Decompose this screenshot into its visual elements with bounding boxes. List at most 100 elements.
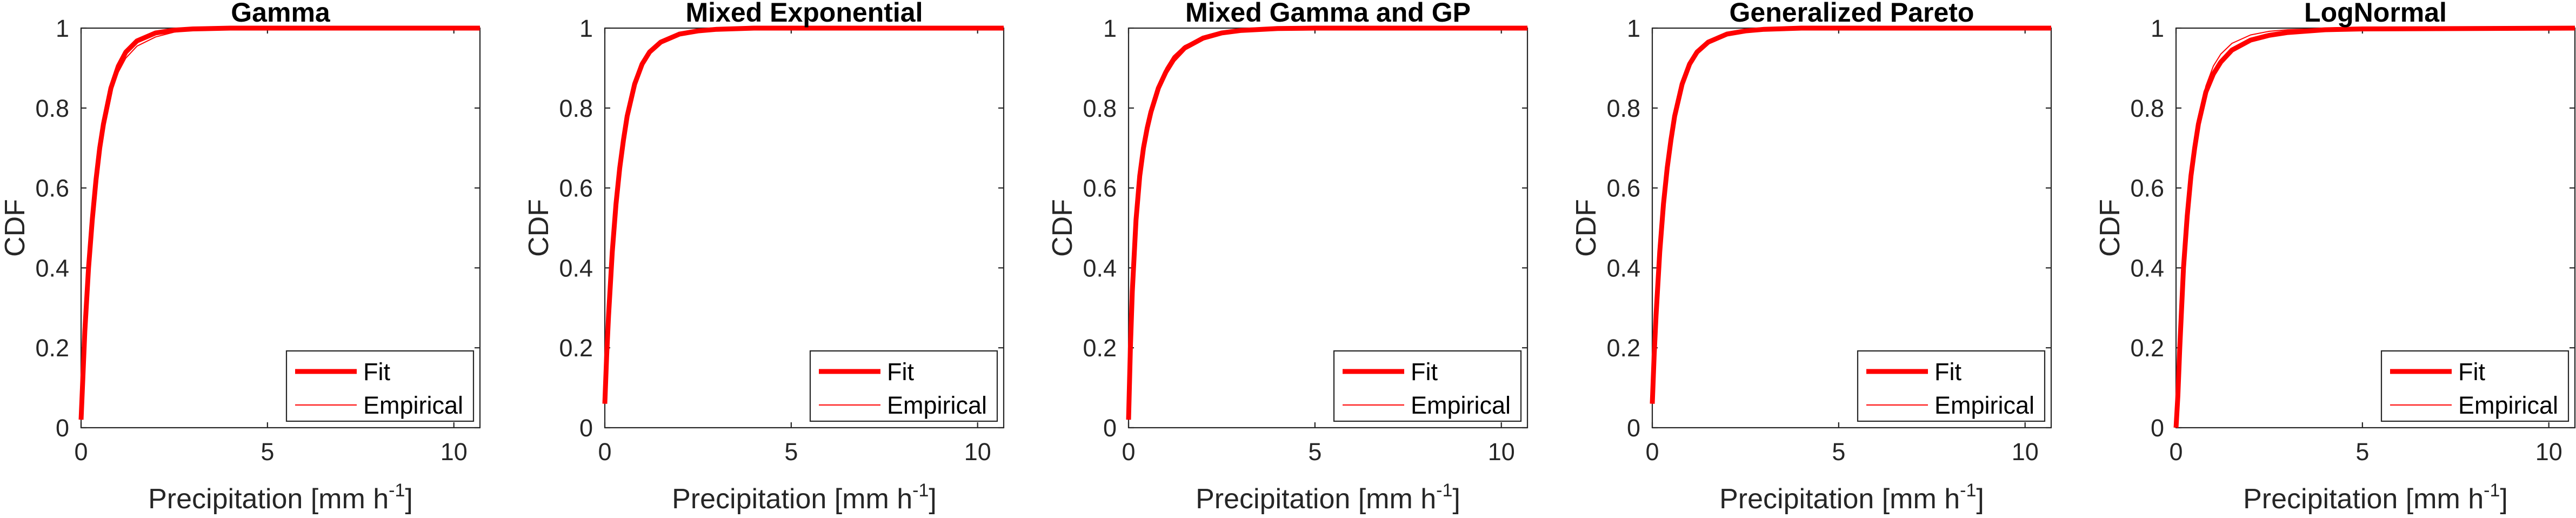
chart-panel-0: 00.20.40.60.810 5 10GammaCDFPrecipitation … — [0, 0, 481, 515]
y-tick-label: 0.6 — [1083, 175, 1117, 202]
y-tick-label: 0 — [56, 414, 69, 442]
chart-title: Mixed Gamma and GP — [1185, 0, 1471, 28]
y-tick-label: 0.8 — [559, 95, 593, 122]
series-line-fit — [78, 25, 480, 420]
chart-title: Generalized Pareto — [1730, 0, 1974, 28]
x-axis-label: Precipitation [mm h-1] — [148, 480, 413, 515]
x-tick-label: 10 — [2012, 438, 2039, 466]
y-tick-label: 0 — [1103, 414, 1117, 442]
y-tick-label: 0.2 — [1606, 334, 1640, 362]
y-tick-label: 0.6 — [1606, 175, 1640, 202]
y-axis-label: CDF — [1571, 199, 1602, 257]
x-axis-label-end: ] — [405, 483, 412, 515]
series-line-fit — [2173, 25, 2575, 428]
legend-label-fit: Fit — [2458, 358, 2485, 386]
x-tick-label: 5 — [1308, 438, 1322, 466]
chart-title: Mixed Exponential — [686, 0, 923, 28]
legend-label-fit: Fit — [363, 358, 390, 386]
x-axis-label-main: Precipitation [mm h — [148, 483, 389, 515]
y-tick-label: 0.6 — [2130, 175, 2164, 202]
y-tick-label: 0.4 — [559, 254, 593, 282]
x-tick-label: 5 — [261, 438, 274, 466]
x-axis-label-main: Precipitation [mm h — [1719, 483, 1960, 515]
chart-title: Gamma — [231, 0, 331, 28]
legend-label-empirical: Empirical — [1934, 391, 2034, 419]
series-line-empirical — [604, 28, 1004, 404]
x-axis-label-end: ] — [1452, 483, 1460, 515]
y-axis-label: CDF — [2094, 199, 2126, 257]
x-tick-label: 5 — [784, 438, 798, 466]
x-axis-label-end: ] — [929, 483, 936, 515]
x-tick-label: 0 — [2169, 438, 2183, 466]
y-tick-label: 0.8 — [1606, 95, 1640, 122]
series-line-empirical — [81, 28, 480, 408]
y-tick-label: 0 — [579, 414, 593, 442]
legend-box — [285, 350, 475, 422]
x-tick-label: 0 — [1122, 438, 1135, 466]
legend-label-empirical: Empirical — [363, 391, 463, 419]
x-tick-label: 5 — [2355, 438, 2369, 466]
y-tick-label: 1 — [1627, 15, 1640, 42]
legend: Fit Empirical — [1333, 350, 1522, 422]
legend-box — [809, 350, 998, 422]
y-axis-label: CDF — [523, 199, 555, 257]
x-axis-label-sup: -1 — [2484, 480, 2500, 501]
x-axis-label-sup: -1 — [389, 480, 405, 501]
x-axis-label: Precipitation [mm h-1] — [1196, 480, 1460, 515]
y-tick-label: 0.4 — [35, 254, 69, 282]
y-tick-label: 1 — [579, 15, 593, 42]
series-line-fit — [602, 25, 1004, 404]
x-axis-label: Precipitation [mm h-1] — [1719, 480, 1984, 515]
legend-box — [2380, 350, 2570, 422]
y-tick-label: 1 — [2151, 15, 2164, 42]
x-axis-label: Precipitation [mm h-1] — [2243, 480, 2508, 515]
x-tick-label: 0 — [598, 438, 611, 466]
y-tick-label: 0.8 — [1083, 95, 1117, 122]
y-tick-label: 0.6 — [35, 175, 69, 202]
y-tick-label: 0.4 — [1606, 254, 1640, 282]
x-tick-label: 0 — [74, 438, 88, 466]
y-tick-label: 0.8 — [2130, 95, 2164, 122]
x-tick-label: 10 — [964, 438, 991, 466]
chart-title: LogNormal — [2304, 0, 2447, 28]
x-axis-label-main: Precipitation [mm h — [1196, 483, 1436, 515]
y-axis-label: CDF — [1047, 199, 1078, 257]
y-tick-label: 0 — [2151, 414, 2164, 442]
series-line-fit — [1650, 25, 2051, 404]
y-tick-label: 0.2 — [35, 334, 69, 362]
y-tick-label: 1 — [56, 15, 69, 42]
y-tick-label: 0.6 — [559, 175, 593, 202]
legend-label-fit: Fit — [887, 358, 914, 386]
series-line-empirical — [1652, 28, 2051, 404]
legend-label-fit: Fit — [1411, 358, 1438, 386]
x-axis-label-end: ] — [1976, 483, 1984, 515]
x-tick-label: 0 — [1645, 438, 1659, 466]
x-axis-label-main: Precipitation [mm h — [2243, 483, 2484, 515]
x-axis-label-end: ] — [2500, 483, 2507, 515]
legend-label-fit: Fit — [1934, 358, 1961, 386]
legend: Fit Empirical — [2380, 350, 2570, 422]
y-tick-label: 0.4 — [1083, 254, 1117, 282]
legend-label-empirical: Empirical — [1411, 391, 1511, 419]
legend: Fit Empirical — [1857, 350, 2046, 422]
legend: Fit Empirical — [809, 350, 998, 422]
x-axis-label-sup: -1 — [912, 480, 929, 501]
x-axis-label: Precipitation [mm h-1] — [672, 480, 937, 515]
x-axis-label-sup: -1 — [1960, 480, 1976, 501]
x-tick-label: 5 — [1832, 438, 1845, 466]
legend-label-empirical: Empirical — [2458, 391, 2558, 419]
legend-box — [1333, 350, 1522, 422]
y-tick-label: 0.2 — [1083, 334, 1117, 362]
y-tick-label: 0.8 — [35, 95, 69, 122]
y-tick-label: 0.4 — [2130, 254, 2164, 282]
y-tick-label: 1 — [1103, 15, 1117, 42]
y-tick-label: 0.2 — [559, 334, 593, 362]
y-tick-label: 0 — [1627, 414, 1640, 442]
x-tick-label: 10 — [1488, 438, 1515, 466]
y-axis-label: CDF — [0, 199, 31, 257]
x-axis-label-sup: -1 — [1436, 480, 1452, 501]
